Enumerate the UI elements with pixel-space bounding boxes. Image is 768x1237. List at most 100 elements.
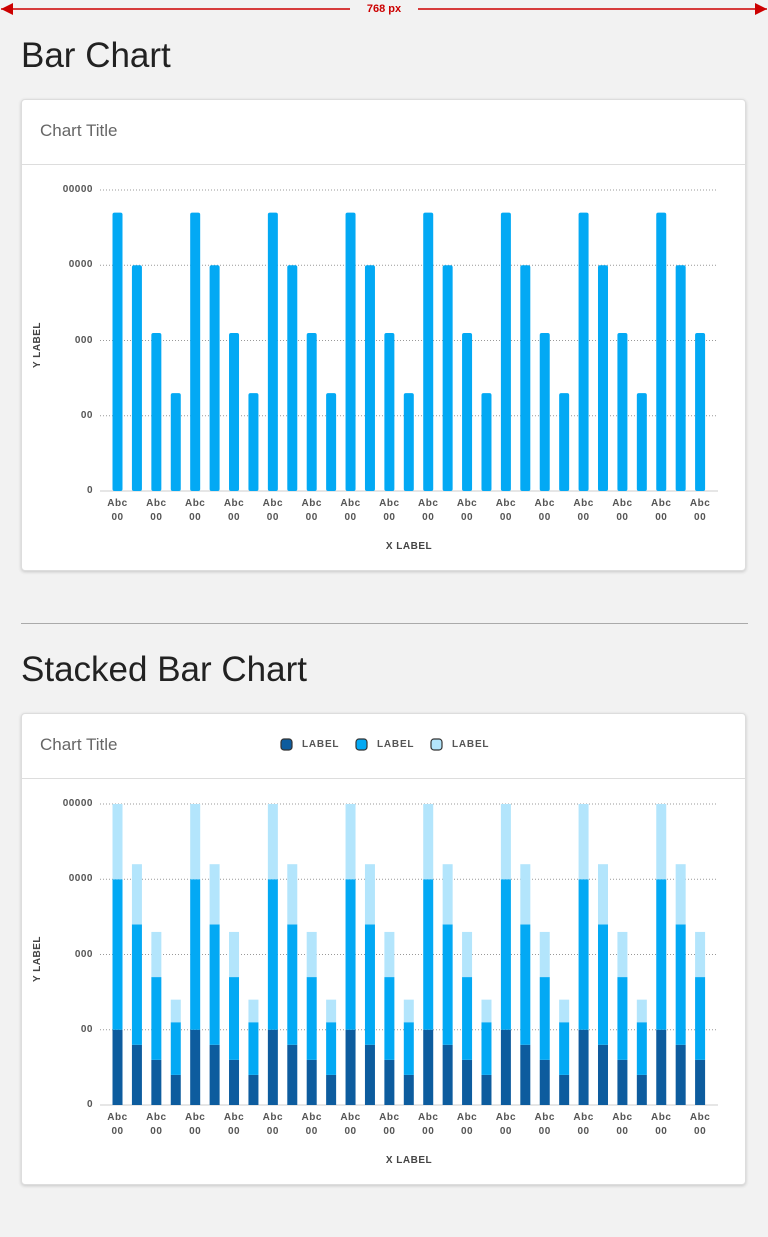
bar-segment — [675, 1044, 686, 1105]
x-tick-label: Abc 00 — [223, 498, 245, 523]
bar-segment — [617, 977, 628, 1060]
bar — [267, 212, 278, 491]
x-axis-label: X LABEL — [385, 541, 433, 552]
x-tick-label: Abc 00 — [184, 498, 206, 523]
y-tick-label: 0000 — [68, 259, 93, 271]
section-divider — [21, 623, 748, 624]
y-tick-label: 00 — [80, 409, 93, 421]
bar-segment — [578, 1029, 589, 1105]
x-tick-label: Abc 00 — [418, 498, 439, 523]
bar-segment — [423, 1029, 434, 1105]
bar — [131, 265, 142, 491]
bar — [403, 393, 414, 491]
bar-segment — [248, 999, 259, 1023]
bar-segment — [636, 1022, 647, 1075]
bar-segment — [520, 1044, 531, 1105]
bar-segment — [151, 977, 162, 1060]
bar — [656, 212, 667, 491]
bar-segment — [578, 804, 589, 880]
y-tick-label: 0 — [86, 485, 93, 496]
x-tick-label: Abc 00 — [146, 1112, 167, 1137]
y-tick-label: 00 — [80, 1023, 93, 1035]
bar — [442, 265, 453, 491]
x-tick-label: Abc 00 — [107, 1112, 128, 1137]
x-tick-label: Abc 00 — [146, 498, 167, 523]
section-heading: Bar Chart — [21, 36, 171, 75]
bar — [364, 265, 375, 491]
bar-segment — [695, 977, 706, 1060]
y-tick-label: 0000 — [68, 873, 93, 885]
bar-segment — [326, 1074, 337, 1105]
bar-segment — [442, 924, 453, 1045]
bar-segment — [306, 1059, 317, 1105]
dimension-label: 768 px — [366, 3, 402, 15]
bar-segment — [539, 977, 550, 1060]
bar-segment — [170, 1022, 181, 1075]
legend-label: LABEL — [302, 739, 340, 750]
bar-segment — [190, 804, 201, 880]
y-tick-label: 00000 — [62, 184, 93, 195]
x-tick-label: Abc 00 — [534, 1112, 555, 1137]
bar — [559, 393, 570, 491]
bar-segment — [190, 1029, 201, 1105]
bar-segment — [131, 864, 142, 925]
bar-segment — [287, 864, 298, 925]
bar-segment — [345, 879, 356, 1030]
bar-segment — [403, 999, 414, 1023]
bar — [500, 212, 511, 491]
x-tick-label: Abc 00 — [379, 498, 400, 523]
bar-segment — [229, 977, 240, 1060]
bar-segment — [539, 1059, 550, 1105]
bar-segment — [403, 1022, 414, 1075]
chart-title: Chart Title — [40, 735, 118, 754]
bar-segment — [131, 1044, 142, 1105]
bar-segment — [209, 864, 220, 925]
bar-segment — [364, 1044, 375, 1105]
bar-segment — [442, 864, 453, 925]
bar — [539, 332, 550, 491]
bar — [190, 212, 201, 491]
x-tick-label: Abc 00 — [456, 1112, 478, 1137]
bar-segment — [403, 1074, 414, 1105]
bar-segment — [423, 804, 434, 880]
x-tick-label: Abc 00 — [689, 1112, 711, 1137]
bar-segment — [345, 804, 356, 880]
bar-segment — [597, 1044, 608, 1105]
x-tick-label: Abc 00 — [651, 1112, 672, 1137]
x-tick-label: Abc 00 — [301, 498, 322, 523]
legend-swatch — [355, 738, 368, 751]
x-tick-label: Abc 00 — [534, 498, 555, 523]
divider — [22, 164, 745, 165]
bar-segment — [112, 1029, 123, 1105]
bar-segment — [364, 924, 375, 1045]
bar — [695, 332, 706, 491]
bar-segment — [170, 999, 181, 1023]
x-tick-label: Abc 00 — [184, 1112, 206, 1137]
bar-segment — [287, 924, 298, 1045]
legend-swatch — [430, 738, 443, 751]
x-tick-label: Abc 00 — [651, 498, 672, 523]
x-tick-label: Abc 00 — [223, 1112, 245, 1137]
bar — [423, 212, 434, 491]
bar-segment — [151, 931, 162, 978]
x-tick-label: Abc 00 — [340, 1112, 361, 1137]
bar — [675, 265, 686, 491]
bar-segment — [384, 1059, 395, 1105]
bar-segment — [345, 1029, 356, 1105]
x-tick-label: Abc 00 — [573, 1112, 594, 1137]
bar — [287, 265, 298, 491]
x-tick-label: Abc 00 — [107, 498, 128, 523]
bar — [170, 393, 181, 491]
bar-segment — [481, 1074, 492, 1105]
bar-segment — [559, 999, 570, 1023]
y-tick-label: 00000 — [62, 798, 93, 809]
bar-segment — [675, 864, 686, 925]
bar-segment — [267, 804, 278, 880]
bar-segment — [267, 879, 278, 1030]
bar — [151, 332, 162, 491]
bar-segment — [248, 1022, 259, 1075]
bar-segment — [656, 879, 667, 1030]
bar-segment — [500, 879, 511, 1030]
bar-segment — [559, 1022, 570, 1075]
bar-segment — [675, 924, 686, 1045]
